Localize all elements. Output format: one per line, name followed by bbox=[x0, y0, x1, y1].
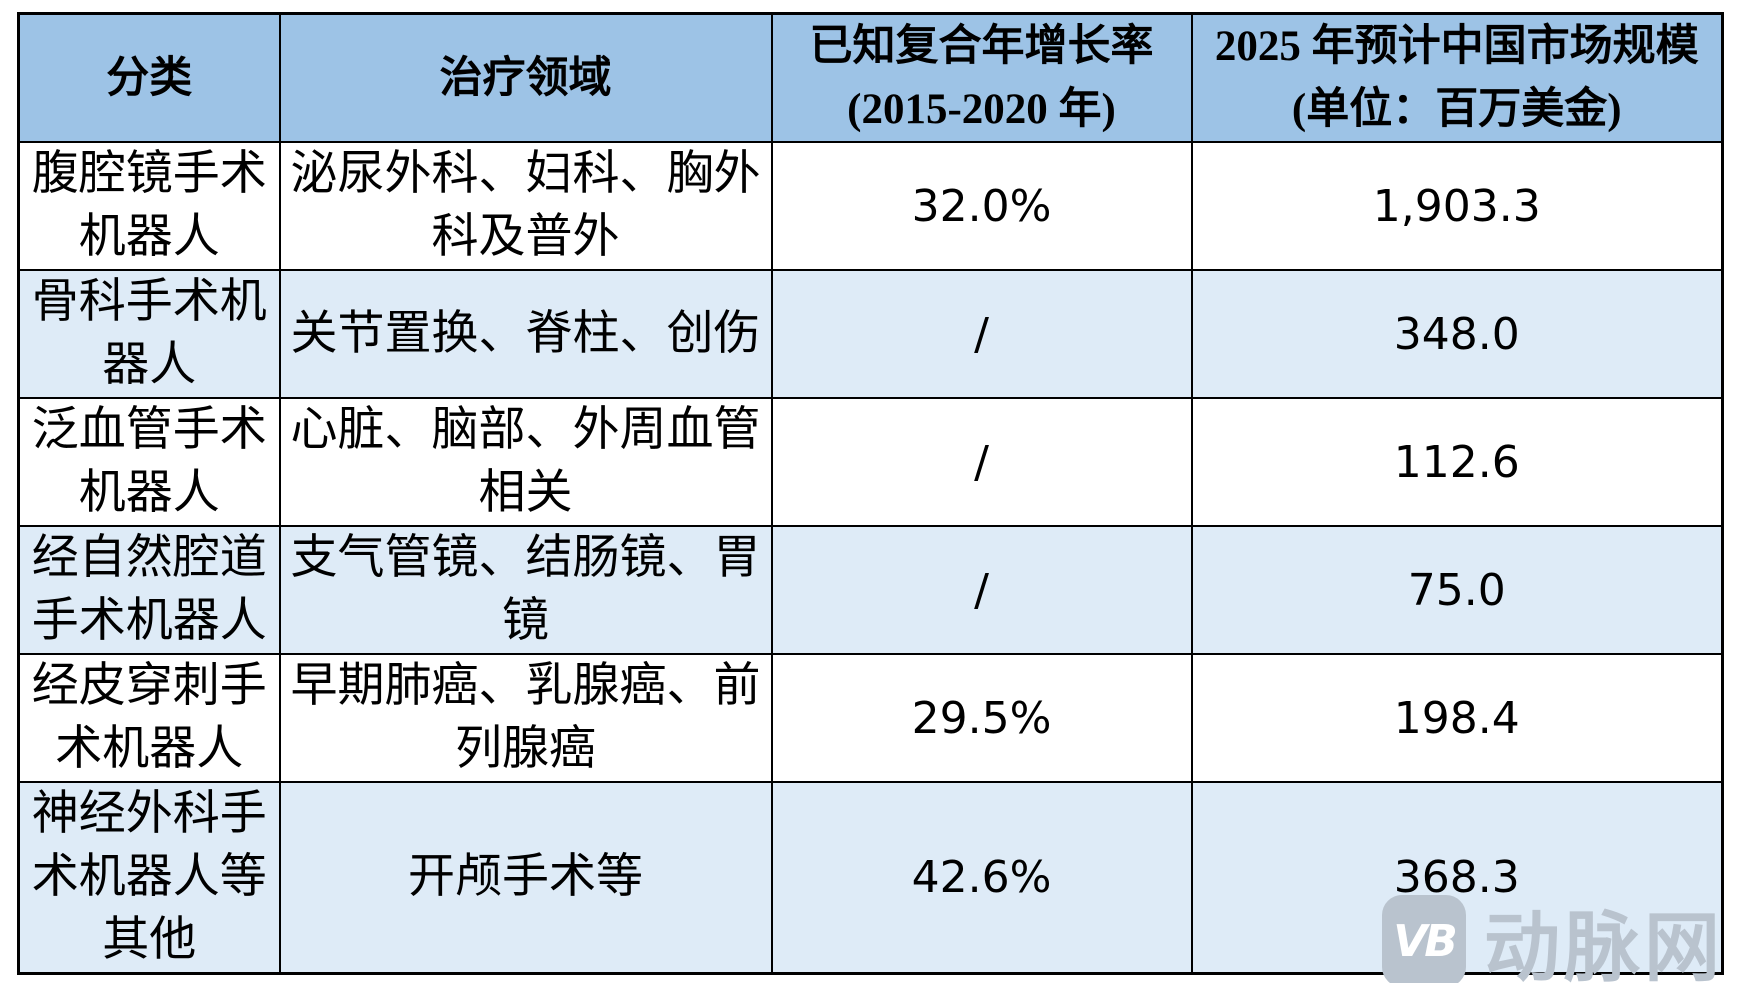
cell-treatment-areas: 泌尿外科、妇科、胸外 科及普外 bbox=[278, 141, 773, 271]
market-size-value: 348.0 bbox=[1393, 308, 1520, 360]
cell-category: 经自然腔道 手术机器人 bbox=[17, 525, 281, 655]
cell-treatment-areas: 关节置换、脊柱、创伤 bbox=[278, 269, 773, 399]
table-row-percutaneous: 经皮穿刺手 术机器人 早期肺癌、乳腺癌、前 列腺癌 29.5% 198.4 bbox=[17, 653, 1724, 783]
cagr-value: / bbox=[974, 564, 989, 616]
cell-cagr: 29.5% bbox=[770, 653, 1193, 783]
text-line: 机器人 bbox=[78, 467, 220, 519]
header-cagr: 已知复合年增长率 (2015-2020 年) bbox=[770, 12, 1193, 143]
cagr-value: 32.0% bbox=[911, 180, 1052, 232]
text-line: 机器人 bbox=[78, 211, 220, 263]
cell-market-size: 368.3 bbox=[1190, 781, 1724, 975]
cagr-value: / bbox=[974, 436, 989, 488]
text-line: 器人 bbox=[102, 339, 197, 391]
header-treatment-areas: 治疗领域 bbox=[278, 12, 773, 143]
header-market-size-line2: (单位：百万美金) bbox=[1291, 86, 1622, 133]
cell-category: 神经外科手 术机器人等 其他 bbox=[17, 781, 281, 975]
text-line: 心脏、脑部、外周血管 bbox=[290, 404, 761, 456]
table-row-natural-orifice: 经自然腔道 手术机器人 支气管镜、结肠镜、胃 镜 / 75.0 bbox=[17, 525, 1724, 655]
cell-category: 经皮穿刺手 术机器人 bbox=[17, 653, 281, 783]
text-line: 骨科手术机 bbox=[31, 276, 267, 328]
cagr-value: 29.5% bbox=[911, 692, 1052, 744]
cell-cagr: / bbox=[770, 269, 1193, 399]
cell-treatment-areas: 支气管镜、结肠镜、胃 镜 bbox=[278, 525, 773, 655]
cell-cagr: / bbox=[770, 525, 1193, 655]
header-treatment-areas-label: 治疗领域 bbox=[439, 54, 612, 102]
cell-cagr: 42.6% bbox=[770, 781, 1193, 975]
cell-treatment-areas: 开颅手术等 bbox=[278, 781, 773, 975]
market-size-value: 368.3 bbox=[1393, 852, 1520, 903]
text-line: 经自然腔道 bbox=[31, 532, 267, 584]
text-line: 泌尿外科、妇科、胸外 bbox=[290, 148, 761, 200]
text-line: 早期肺癌、乳腺癌、前 bbox=[290, 660, 761, 712]
text-line: 神经外科手 bbox=[31, 788, 267, 840]
text-line: 科及普外 bbox=[431, 211, 620, 263]
text-line: 开颅手术等 bbox=[408, 851, 643, 903]
cell-cagr: / bbox=[770, 397, 1193, 527]
table-row-laparoscopic: 腹腔镜手术 机器人 泌尿外科、妇科、胸外 科及普外 32.0% 1,903.3 bbox=[17, 141, 1724, 271]
text-line: 手术机器人 bbox=[31, 595, 267, 647]
cell-treatment-areas: 早期肺癌、乳腺癌、前 列腺癌 bbox=[278, 653, 773, 783]
text-line: 经皮穿刺手 bbox=[31, 660, 267, 712]
table-row-neurosurgery-other: 神经外科手 术机器人等 其他 开颅手术等 42.6% 368.3 bbox=[17, 781, 1724, 975]
cell-treatment-areas: 心脏、脑部、外周血管 相关 bbox=[278, 397, 773, 527]
cell-category: 骨科手术机 器人 bbox=[17, 269, 281, 399]
header-market-size: 2025 年预计中国市场规模 (单位：百万美金) bbox=[1190, 12, 1724, 143]
text-line: 腹腔镜手术 bbox=[31, 148, 267, 200]
text-line: 术机器人等 bbox=[31, 851, 267, 903]
market-size-value: 1,903.3 bbox=[1372, 180, 1541, 232]
header-category: 分类 bbox=[17, 12, 281, 143]
cell-category: 泛血管手术 机器人 bbox=[17, 397, 281, 527]
table-header-row: 分类 治疗领域 已知复合年增长率 (2015-2020 年) 2025 年预计中… bbox=[17, 12, 1724, 143]
market-size-value: 112.6 bbox=[1393, 436, 1520, 488]
market-size-value: 75.0 bbox=[1407, 564, 1506, 616]
cell-market-size: 112.6 bbox=[1190, 397, 1724, 527]
header-cagr-line1: 已知复合年增长率 bbox=[809, 23, 1154, 70]
surgical-robot-market-table: 分类 治疗领域 已知复合年增长率 (2015-2020 年) 2025 年预计中… bbox=[17, 12, 1724, 975]
market-size-value: 198.4 bbox=[1393, 692, 1520, 744]
text-line: 镜 bbox=[502, 595, 549, 647]
cagr-value: / bbox=[974, 308, 989, 360]
text-line: 相关 bbox=[478, 467, 573, 519]
text-line: 术机器人 bbox=[55, 723, 244, 775]
cell-cagr: 32.0% bbox=[770, 141, 1193, 271]
cell-market-size: 75.0 bbox=[1190, 525, 1724, 655]
header-market-size-line1: 2025 年预计中国市场规模 bbox=[1214, 23, 1699, 70]
header-category-label: 分类 bbox=[106, 54, 193, 102]
table-row-panvascular: 泛血管手术 机器人 心脏、脑部、外周血管 相关 / 112.6 bbox=[17, 397, 1724, 527]
cagr-value: 42.6% bbox=[911, 852, 1052, 903]
text-line: 泛血管手术 bbox=[31, 404, 267, 456]
cell-market-size: 348.0 bbox=[1190, 269, 1724, 399]
table-row-orthopedic: 骨科手术机 器人 关节置换、脊柱、创伤 / 348.0 bbox=[17, 269, 1724, 399]
cell-market-size: 1,903.3 bbox=[1190, 141, 1724, 271]
text-line: 列腺癌 bbox=[455, 723, 596, 775]
text-line: 支气管镜、结肠镜、胃 bbox=[290, 532, 761, 584]
header-cagr-line2: (2015-2020 年) bbox=[847, 86, 1116, 133]
cell-market-size: 198.4 bbox=[1190, 653, 1724, 783]
text-line: 其他 bbox=[102, 914, 197, 966]
text-line: 关节置换、脊柱、创伤 bbox=[290, 307, 761, 360]
cell-category: 腹腔镜手术 机器人 bbox=[17, 141, 281, 271]
